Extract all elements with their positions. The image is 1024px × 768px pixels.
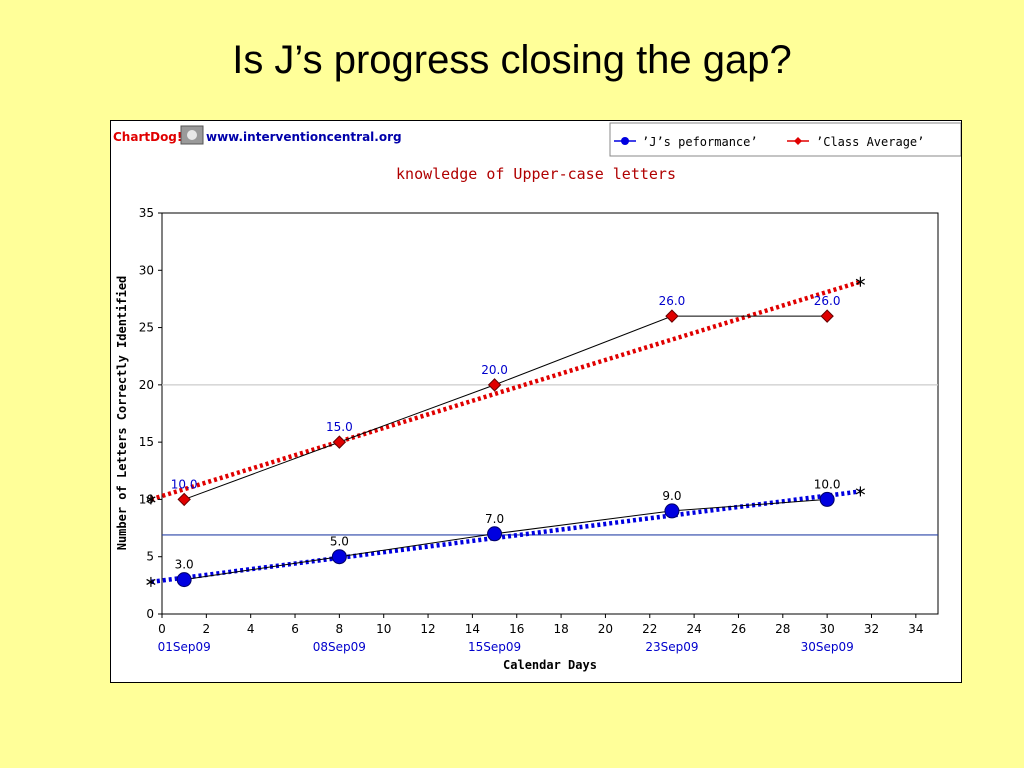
brand-name: ChartDog! [113, 130, 182, 144]
date-label: 15Sep09 [468, 640, 521, 654]
trend-endpoint-asterisk [855, 276, 866, 287]
y-tick-label: 35 [139, 206, 154, 220]
x-tick-label: 20 [598, 622, 613, 636]
asterisk-stroke [146, 578, 156, 585]
y-tick-label: 15 [139, 435, 154, 449]
x-tick-label: 32 [864, 622, 879, 636]
date-label: 08Sep09 [313, 640, 366, 654]
trend-endpoint-asterisk [146, 576, 156, 587]
x-tick-label: 0 [158, 622, 166, 636]
data-point-circle [331, 549, 347, 565]
brand-logo[interactable]: ChartDog! www.interventioncentral.org [113, 125, 402, 145]
x-tick-label: 34 [908, 622, 923, 636]
x-tick-label: 10 [376, 622, 391, 636]
chart-frame: ChartDog! www.interventioncentral.org ’J… [110, 120, 962, 683]
date-label: 30Sep09 [801, 640, 854, 654]
reference-lines [162, 384, 938, 536]
legend-label-class: ’Class Average’ [816, 135, 924, 149]
chart-title: knowledge of Upper-case letters [396, 165, 676, 183]
data-point-diamond [820, 309, 834, 323]
data-label: 15.0 [326, 420, 353, 434]
x-tick-label: 14 [465, 622, 480, 636]
data-point-diamond [332, 435, 347, 449]
data-point-circle [819, 491, 835, 507]
trend-endpoint-asterisk [855, 486, 866, 497]
data-label: 7.0 [485, 512, 504, 526]
x-axis-title: Calendar Days [503, 658, 597, 672]
slide-title: Is J’s progress closing the gap? [232, 38, 792, 82]
data-label: 10.0 [814, 477, 841, 491]
x-tick-label: 6 [291, 622, 299, 636]
data-labels: 3.0 5.0 7.0 9.0 10.0 10.0 15.0 20.0 26.0 26.0 [171, 294, 841, 572]
y-axis-title: Number of Letters Correctly Identified [115, 276, 129, 551]
y-tick-label: 0 [146, 607, 154, 621]
x-tick-label: 28 [775, 622, 790, 636]
legend-marker-class [794, 137, 802, 145]
asterisk-stroke [146, 496, 156, 503]
trend-line-1 [150, 279, 862, 502]
asterisk-stroke [855, 488, 866, 495]
data-point-diamond [665, 309, 679, 323]
data-label: 5.0 [330, 535, 349, 549]
dog-face-icon [187, 130, 197, 140]
chart-svg: ChartDog! www.interventioncentral.org ’J… [113, 122, 961, 672]
y-tick-label: 25 [139, 321, 154, 335]
legend: ’J’s peformance’ ’Class Average’ [609, 122, 961, 157]
x-tick-label: 22 [642, 622, 657, 636]
trend-endpoint-asterisk [146, 494, 156, 505]
data-label: 26.0 [814, 294, 841, 308]
x-tick-label: 18 [553, 622, 568, 636]
y-tick-label: 5 [146, 550, 154, 564]
brand-url: www.interventioncentral.org [206, 130, 402, 144]
x-tick-label: 12 [420, 622, 435, 636]
data-label: 20.0 [481, 363, 508, 377]
x-tick-label: 2 [203, 622, 211, 636]
y-tick-label: 20 [139, 378, 154, 392]
x-tick-label: 16 [509, 622, 524, 636]
data-label: 26.0 [659, 294, 686, 308]
data-point-circle [487, 526, 503, 542]
plot-area [161, 212, 939, 615]
trend-endpoints [146, 276, 866, 587]
data-point-diamond [177, 492, 191, 507]
date-label: 23Sep09 [645, 640, 698, 654]
y-tick-label: 10 [139, 492, 154, 506]
data-point-diamond [487, 378, 502, 392]
data-label: 9.0 [662, 489, 681, 503]
legend-marker-j [621, 137, 629, 145]
data-point-circle [664, 503, 680, 519]
series-markers [176, 309, 835, 588]
legend-box [609, 122, 961, 157]
x-tick-label: 30 [820, 622, 835, 636]
x-tick-label: 8 [336, 622, 344, 636]
data-label: 10.0 [171, 477, 198, 491]
y-tick-label: 30 [139, 263, 154, 277]
x-tick-label: 4 [247, 622, 255, 636]
data-label: 3.0 [175, 558, 194, 572]
x-tick-label: 26 [731, 622, 746, 636]
data-point-circle [176, 572, 192, 588]
trend-line-0 [150, 489, 861, 585]
asterisk-stroke [855, 278, 866, 285]
date-label: 01Sep09 [158, 640, 211, 654]
x-tick-label: 24 [686, 622, 701, 636]
trend-lines [150, 279, 862, 585]
legend-label-j: ’J’s peformance’ [642, 135, 758, 149]
